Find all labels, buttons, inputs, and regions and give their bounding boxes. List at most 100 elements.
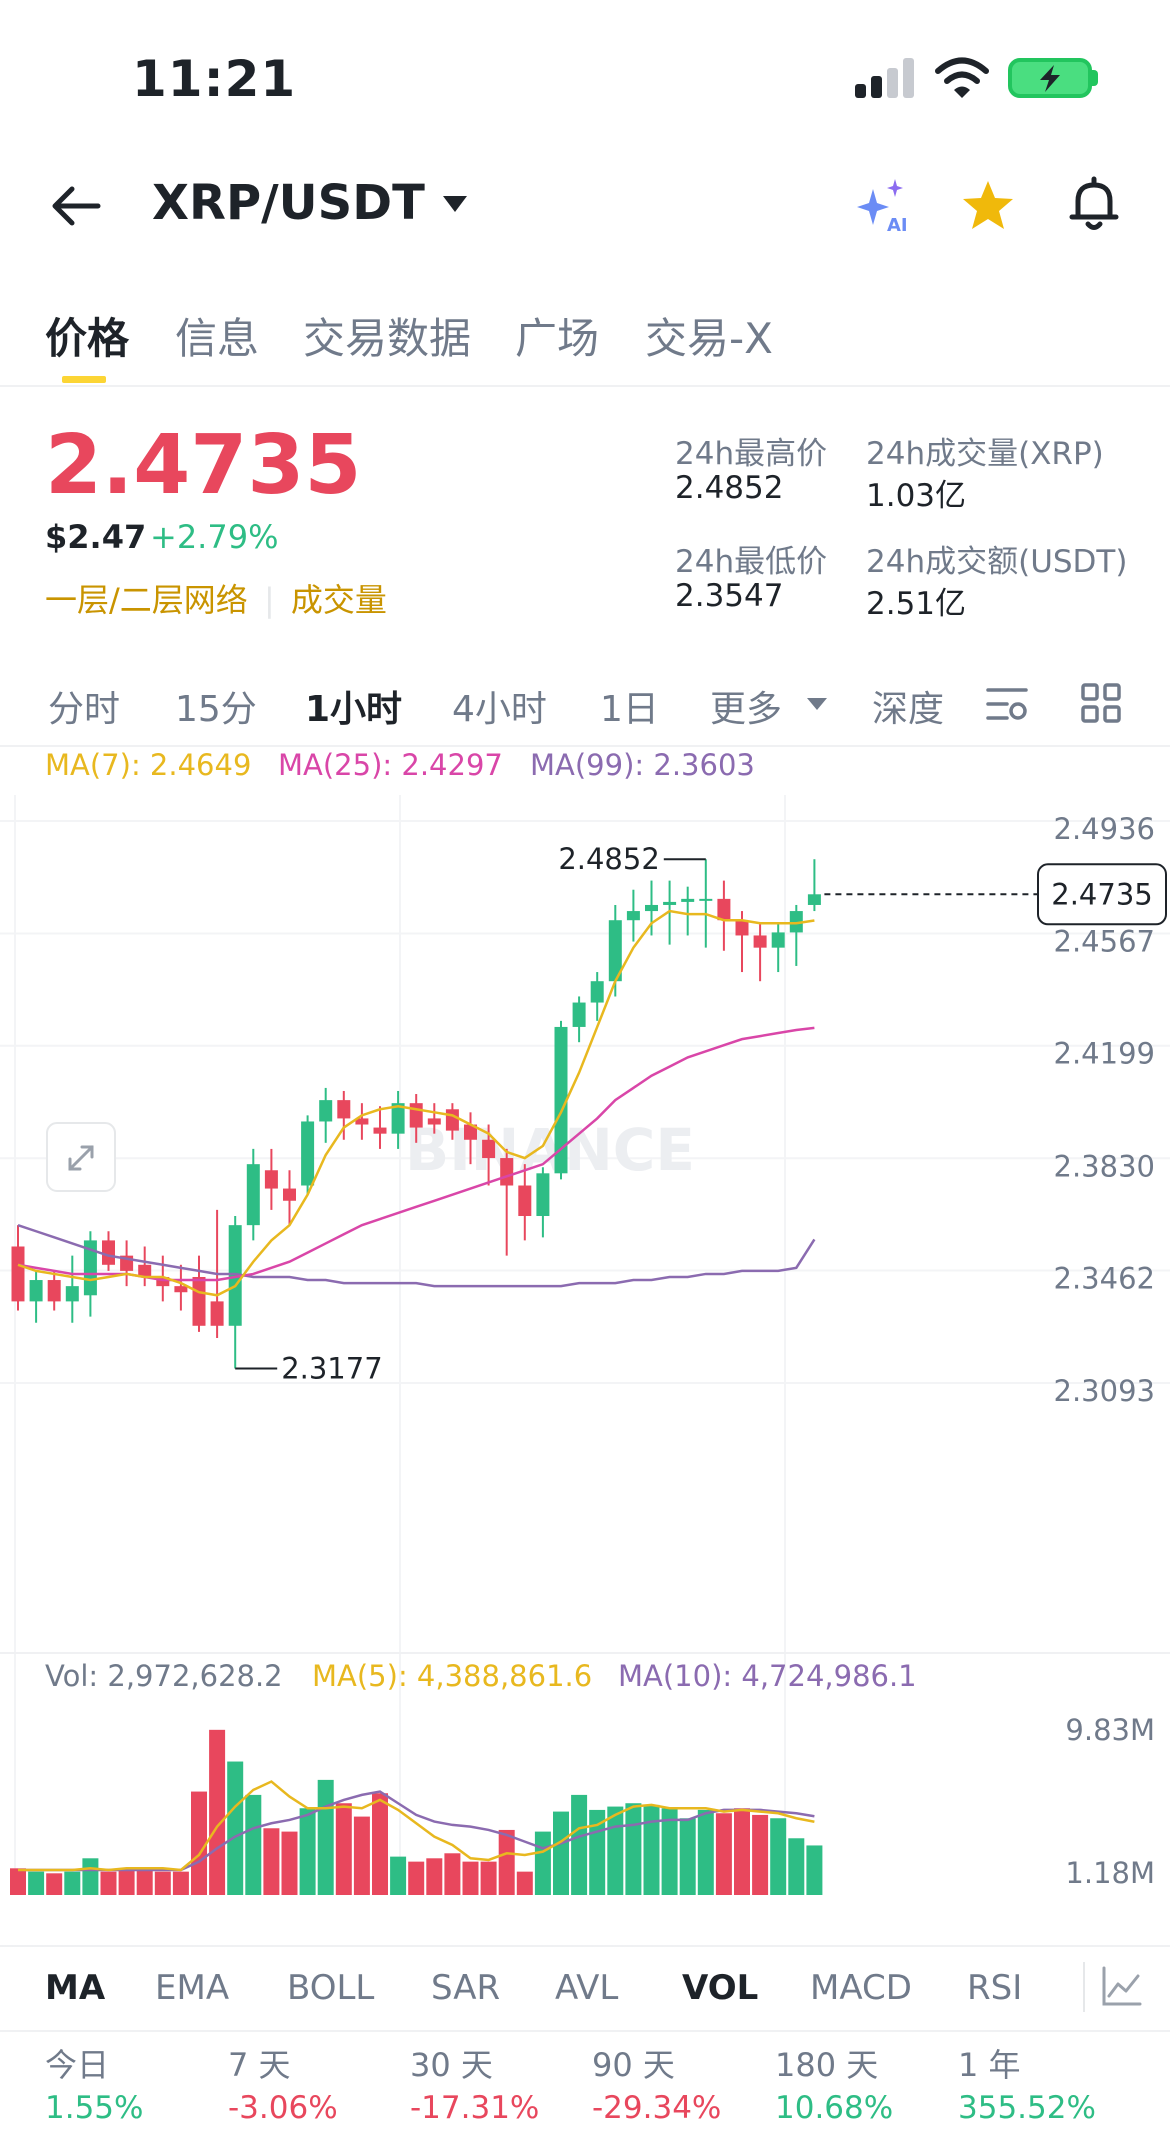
indicator-chart-icon[interactable]	[1100, 1964, 1144, 2008]
indicator-ema[interactable]: EMA	[155, 1968, 230, 2008]
ma-legend: MA(7): 2.4649 MA(25): 2.4297 MA(99): 2.3…	[45, 748, 755, 782]
volume-bar	[372, 1793, 388, 1895]
interval-1h[interactable]: 1小时	[305, 689, 403, 730]
volume-bar	[227, 1761, 244, 1895]
indicator-rsi[interactable]: RSI	[967, 1968, 1023, 2008]
notification-bell-icon[interactable]	[1065, 175, 1123, 233]
stat-value-24h-volume: 1.03亿	[866, 478, 967, 514]
more-caret-icon[interactable]	[806, 696, 828, 712]
ma99-line	[17, 1223, 816, 1288]
low-marker-label: 2.3177	[281, 1351, 382, 1385]
layout-grid-icon[interactable]	[1080, 682, 1122, 724]
tab-price[interactable]: 价格	[45, 314, 130, 363]
favorite-star-icon[interactable]	[960, 178, 1016, 234]
candle-body	[47, 1280, 61, 1302]
tab-info[interactable]: 信息	[175, 314, 260, 363]
y-tick-label: 2.3093	[1054, 1374, 1155, 1408]
y-tick-label: 2.4567	[1054, 925, 1155, 959]
y-tick-label: 2.3462	[1054, 1261, 1155, 1295]
interval-depth[interactable]: 深度	[872, 689, 945, 730]
performance-period-label: 30 天	[410, 2046, 493, 2084]
volume-bar	[679, 1818, 696, 1895]
indicator-sar[interactable]: SAR	[431, 1968, 501, 2008]
tag-separator: |	[263, 581, 275, 619]
back-arrow-icon[interactable]	[48, 178, 104, 234]
chart-settings-icon[interactable]	[985, 682, 1029, 726]
candle-body	[482, 1139, 496, 1159]
volume-bar	[299, 1808, 316, 1895]
candle-body	[83, 1240, 97, 1296]
volume-bar	[661, 1808, 678, 1895]
indicator-ma[interactable]: MA	[45, 1968, 106, 2008]
performance-period-label: 今日	[45, 2046, 110, 2084]
ma7-legend: MA(7): 2.4649	[45, 748, 251, 782]
ai-sparkle-icon[interactable]: AI	[855, 175, 915, 235]
volume-bar	[625, 1803, 642, 1895]
volume-bar	[28, 1871, 45, 1895]
volume-bar	[426, 1858, 443, 1895]
candle-body	[246, 1164, 260, 1226]
high-marker-label: 2.4852	[558, 842, 659, 876]
volume-ma10-line	[18, 1790, 815, 1872]
volume-tag[interactable]: 成交量	[290, 581, 387, 619]
tab-square[interactable]: 广场	[515, 314, 600, 363]
performance-period-value: -29.34%	[592, 2090, 722, 2126]
category-tag[interactable]: 一层/二层网络	[45, 581, 248, 619]
stat-value-24h-high: 2.4852	[675, 470, 784, 506]
expand-chart-button[interactable]	[46, 1122, 116, 1192]
candle-body	[572, 1002, 586, 1027]
volume-bar	[498, 1829, 515, 1895]
candle-body	[228, 1225, 242, 1326]
volume-bar	[408, 1861, 425, 1895]
indicator-separator	[1083, 1962, 1085, 2012]
volume-bar	[571, 1794, 588, 1895]
volume-ma5-line	[18, 1780, 815, 1872]
price-change: +2.79%	[150, 518, 279, 556]
candle-body	[590, 981, 604, 1003]
stat-label-24h-high: 24h最高价	[675, 436, 828, 472]
performance-period-value: 1.55%	[45, 2090, 144, 2126]
caret-down-icon[interactable]	[440, 192, 470, 216]
volume-bar	[209, 1729, 226, 1895]
indicator-vol[interactable]: VOL	[682, 1968, 759, 2008]
volume-legend: Vol: 2,972,628.2 MA(5): 4,388,861.6 MA(1…	[45, 1659, 917, 1693]
active-tab-indicator	[62, 376, 106, 383]
volume-bar	[444, 1853, 461, 1895]
volume-y-tick-label: 9.83M	[1065, 1713, 1155, 1747]
candle-body	[174, 1286, 188, 1293]
last-price: 2.4735	[45, 418, 362, 513]
interval-timeshare[interactable]: 分时	[48, 689, 121, 730]
candle-body	[355, 1118, 369, 1125]
interval-more[interactable]: 更多	[710, 689, 783, 730]
indicator-divider-bottom	[0, 2030, 1170, 2032]
candle-body	[337, 1100, 351, 1119]
volume-bar	[191, 1791, 207, 1895]
candle-body	[192, 1276, 206, 1326]
volume-bar	[281, 1831, 298, 1895]
indicator-boll[interactable]: BOLL	[287, 1968, 375, 2008]
indicator-divider-top	[0, 1945, 1170, 1947]
price-chart[interactable]: BINANCE MA(7): 2.4649 MA(25): 2.4297 MA(…	[0, 745, 1170, 1905]
interval-4h[interactable]: 4小时	[452, 689, 547, 730]
candle-body	[29, 1280, 43, 1302]
volume-bar	[10, 1868, 26, 1895]
indicator-macd[interactable]: MACD	[810, 1968, 912, 2008]
volume-bar	[516, 1871, 533, 1895]
vol-ma10-legend: MA(10): 4,724,986.1	[618, 1659, 917, 1693]
interval-1d[interactable]: 1日	[600, 689, 659, 730]
candle-body	[681, 898, 695, 902]
candle-body	[554, 1026, 568, 1174]
trading-pair-title[interactable]: XRP/USDT	[152, 175, 425, 231]
interval-15m[interactable]: 15分	[175, 689, 257, 730]
candle-body	[409, 1103, 423, 1128]
volume-bar	[82, 1858, 99, 1895]
tab-trade-x[interactable]: 交易-X	[645, 314, 773, 363]
volume-bar	[770, 1818, 787, 1895]
tab-trading-data[interactable]: 交易数据	[303, 314, 472, 363]
candle-body	[319, 1100, 333, 1122]
vol-legend-value: Vol: 2,972,628.2	[45, 1659, 283, 1693]
y-tick-label: 2.4936	[1054, 812, 1155, 846]
svg-text:AI: AI	[887, 215, 908, 235]
indicator-avl[interactable]: AVL	[555, 1968, 619, 2008]
volume-bar	[118, 1869, 135, 1895]
